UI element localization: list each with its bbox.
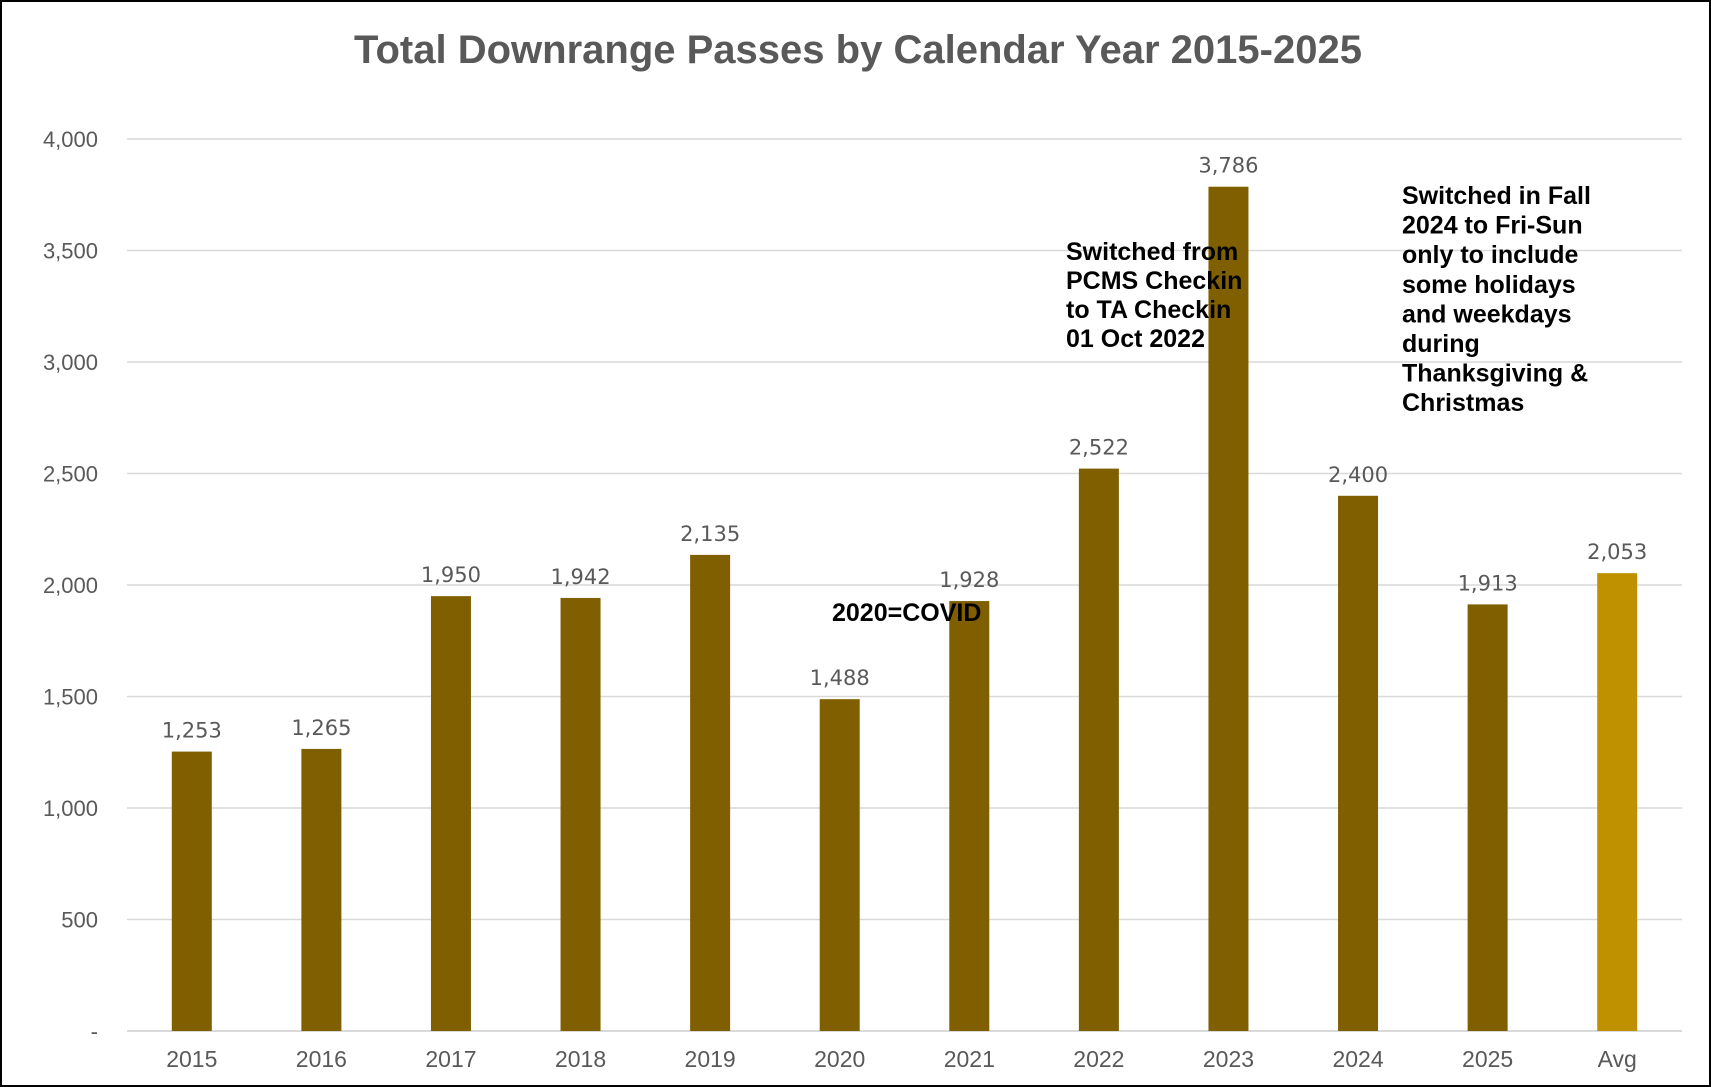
chart-title: Total Downrange Passes by Calendar Year …	[354, 28, 1362, 72]
bar-2024	[1338, 495, 1379, 1031]
data-label-2021: 1,928	[939, 568, 999, 592]
y-tick-label: 2,500	[43, 462, 98, 487]
x-tick-label-2015: 2015	[166, 1046, 217, 1072]
y-tick-label: 500	[61, 908, 98, 933]
data-label-avg: 2,053	[1587, 540, 1647, 564]
x-tick-label-avg: Avg	[1598, 1046, 1637, 1072]
data-label-2015: 1,253	[162, 719, 222, 743]
x-tick-label-2022: 2022	[1073, 1046, 1124, 1072]
x-tick-label-2019: 2019	[685, 1046, 736, 1072]
data-label-2020: 1,488	[810, 666, 870, 690]
bar-2015	[171, 751, 212, 1031]
y-tick-label: 3,500	[43, 239, 98, 264]
data-label-2024: 2,400	[1328, 463, 1388, 487]
bar-2022	[1078, 468, 1119, 1031]
data-label-2022: 2,522	[1069, 436, 1129, 460]
x-tick-label-2020: 2020	[814, 1046, 865, 1072]
y-tick-label: 2,000	[43, 573, 98, 598]
y-axis-ticks: - 500 1,000 1,500 2,000 2,500 3,000 3,500 4,000	[43, 127, 98, 1044]
data-labels: 1,253 1,265 1,950 1,942 2,135 1,488 1,928 2,522…	[162, 154, 1648, 743]
y-tick-label: -	[91, 1019, 98, 1044]
bars	[171, 186, 1638, 1032]
gridlines	[127, 138, 1682, 1032]
bar-2017	[430, 596, 471, 1031]
bar-2020	[819, 699, 860, 1031]
annotations: 2020=COVID Switched from PCMS Checkin to TA…	[832, 182, 1591, 627]
y-tick-label: 1,500	[43, 685, 98, 710]
annotation-2024: Switched in Fall 2024 to Fri-Sun only to i…	[1402, 182, 1591, 417]
bar-avg	[1597, 573, 1638, 1031]
x-tick-label-2024: 2024	[1332, 1046, 1383, 1072]
bar-2021	[949, 601, 990, 1031]
x-tick-label-2016: 2016	[296, 1046, 347, 1072]
x-axis-ticks: 2015 2016 2017 2018 2019 2020 2021 2022 2023 2024…	[166, 1046, 1637, 1072]
data-label-2019: 2,135	[680, 522, 740, 546]
x-tick-label-2021: 2021	[944, 1046, 995, 1072]
data-label-2017: 1,950	[421, 563, 481, 587]
bar-2016	[301, 748, 342, 1031]
y-tick-label: 1,000	[43, 796, 98, 821]
bar-2019	[690, 554, 731, 1031]
bar-2025	[1467, 604, 1508, 1031]
data-label-2025: 1,913	[1458, 571, 1518, 595]
annotation-2022: Switched from PCMS Checkin to TA Checkin 01…	[1066, 238, 1242, 353]
bar-2018	[560, 597, 601, 1031]
x-tick-label-2025: 2025	[1462, 1046, 1513, 1072]
data-label-2018: 1,942	[550, 565, 610, 589]
annotation-2020: 2020=COVID	[832, 599, 981, 627]
y-tick-label: 3,000	[43, 350, 98, 375]
bar-2023	[1208, 186, 1249, 1032]
data-label-2023: 3,786	[1198, 154, 1258, 178]
data-label-2016: 1,265	[291, 716, 351, 740]
x-tick-label-2017: 2017	[425, 1046, 476, 1072]
y-tick-label: 4,000	[43, 127, 98, 152]
x-tick-label-2018: 2018	[555, 1046, 606, 1072]
x-tick-label-2023: 2023	[1203, 1046, 1254, 1072]
